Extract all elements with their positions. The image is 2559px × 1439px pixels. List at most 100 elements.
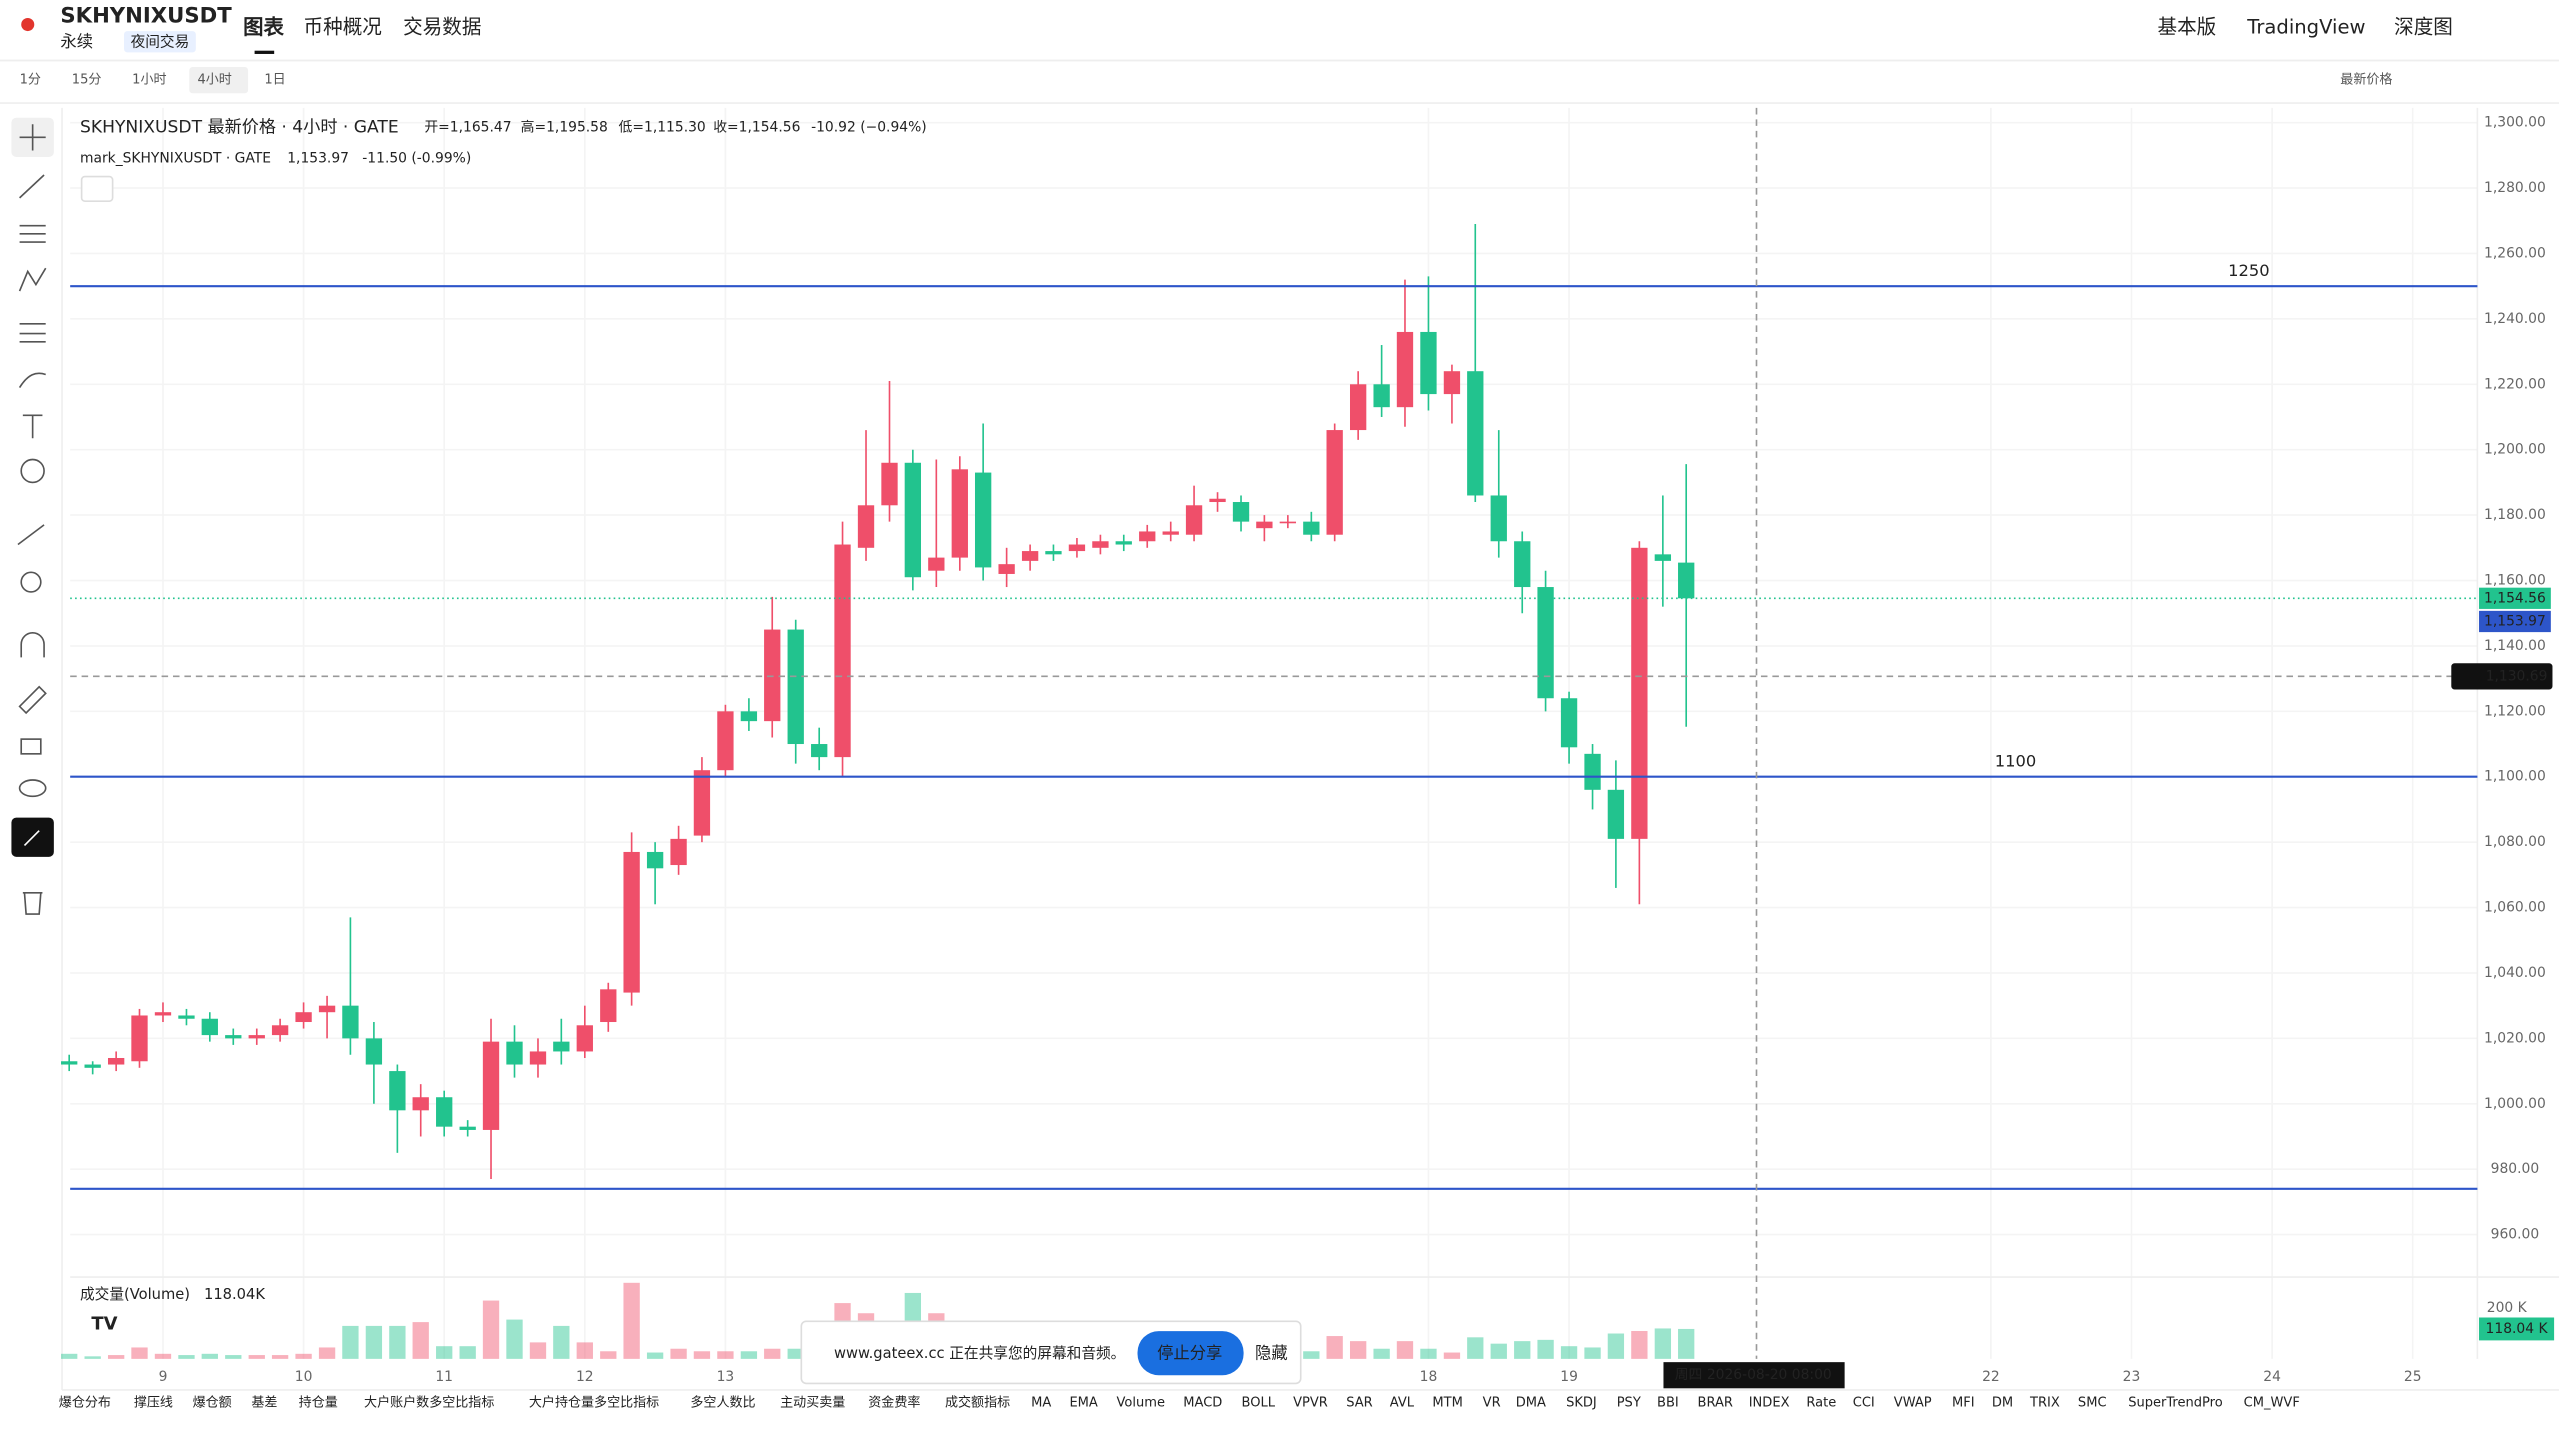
volume-last-label: 118.04 K bbox=[2486, 1321, 2549, 1337]
indicator-tab[interactable]: Volume bbox=[1117, 1396, 1165, 1411]
indicator-tab[interactable]: BBI bbox=[1657, 1396, 1679, 1411]
indicator-tab[interactable]: MFI bbox=[1952, 1396, 1975, 1411]
tool-lock[interactable] bbox=[20, 738, 42, 755]
interval[interactable]: 1日 bbox=[264, 73, 285, 88]
indicator-tab[interactable]: SuperTrendPro bbox=[2128, 1396, 2223, 1411]
crosshair-label: 1,130.69 bbox=[2486, 668, 2548, 684]
indicator-tab[interactable]: BRAR bbox=[1698, 1396, 1733, 1411]
indicator-tab[interactable]: 大户账户数多空比指标 bbox=[364, 1395, 494, 1411]
indicator-tab[interactable]: SAR bbox=[1346, 1396, 1372, 1411]
view-tab[interactable]: 基本版 bbox=[2158, 15, 2217, 38]
volume-bar bbox=[1490, 1343, 1507, 1359]
tool-ruler[interactable] bbox=[17, 524, 45, 546]
tool-magnet[interactable] bbox=[20, 632, 45, 658]
hide-link[interactable]: 隐藏 bbox=[1255, 1343, 1288, 1362]
volume-bar bbox=[1514, 1341, 1531, 1359]
tool-pattern[interactable] bbox=[18, 267, 47, 292]
indicator-tab[interactable]: 爆仓额 bbox=[193, 1396, 232, 1411]
interval[interactable]: 1小时 bbox=[132, 73, 166, 88]
tab[interactable]: 交易数据 bbox=[403, 15, 481, 38]
indicator-tab[interactable]: 大户持仓量多空比指标 bbox=[529, 1395, 659, 1411]
candle-body bbox=[1068, 544, 1086, 552]
y-tick-label: 1,020.00 bbox=[2484, 1030, 2546, 1046]
indicator-tab[interactable]: VPVR bbox=[1293, 1396, 1328, 1411]
legend-low: 低=1,115.30 bbox=[619, 120, 706, 136]
indicator-tab[interactable]: 多空人数比 bbox=[690, 1395, 755, 1411]
volume-bar bbox=[154, 1353, 172, 1359]
tool-emoji[interactable] bbox=[20, 458, 45, 484]
candle-body bbox=[1162, 531, 1179, 535]
indicator-tab[interactable]: Rate bbox=[1806, 1396, 1836, 1411]
volume-title: 成交量(Volume) bbox=[80, 1285, 190, 1303]
candle-body bbox=[857, 505, 875, 548]
volume-bar bbox=[529, 1342, 547, 1359]
volume-bar bbox=[201, 1353, 218, 1359]
tool-trash[interactable] bbox=[22, 892, 43, 915]
candle-body bbox=[1654, 554, 1672, 561]
indicator-tab[interactable]: PSY bbox=[1617, 1396, 1641, 1411]
stop-share-button[interactable] bbox=[1137, 1331, 1244, 1376]
tool-lock-draw[interactable] bbox=[18, 685, 47, 715]
tool-eye[interactable] bbox=[18, 779, 47, 798]
indicator-tab[interactable]: AVL bbox=[1390, 1396, 1415, 1411]
candle-body bbox=[1678, 562, 1695, 599]
interval[interactable]: 1分 bbox=[20, 73, 41, 88]
tool-text[interactable] bbox=[22, 414, 43, 439]
stop-share-label[interactable]: 停止分享 bbox=[1157, 1343, 1222, 1362]
indicator-tab[interactable]: 主动买卖量 bbox=[780, 1396, 845, 1411]
y-tick-label: 1,180.00 bbox=[2484, 507, 2546, 523]
indicator-tab[interactable]: DMA bbox=[1516, 1396, 1546, 1411]
indicator-tab[interactable]: 爆仓分布 bbox=[59, 1396, 111, 1411]
tool-cross[interactable] bbox=[19, 124, 46, 151]
crosshair-x-label: 周四 2026-08-20 08:00 bbox=[1675, 1367, 1832, 1383]
indicator-tab[interactable]: 资金费率 bbox=[868, 1395, 920, 1411]
indicator-tab[interactable]: VR bbox=[1483, 1396, 1501, 1411]
collapse-button[interactable] bbox=[80, 175, 114, 202]
candle-body bbox=[248, 1035, 265, 1039]
tool-zoom[interactable] bbox=[20, 571, 42, 593]
volume-bar bbox=[506, 1319, 523, 1359]
indicator-tab[interactable]: MTM bbox=[1432, 1396, 1462, 1411]
candle-body bbox=[693, 770, 711, 836]
volume-bar bbox=[1537, 1339, 1554, 1359]
indicator-tab[interactable]: 基差 bbox=[251, 1396, 277, 1411]
interval[interactable]: 4小时 bbox=[197, 73, 231, 88]
indicator-tab[interactable]: 持仓量 bbox=[299, 1396, 338, 1411]
symbol[interactable]: SKHYNIXUSDT bbox=[60, 3, 232, 28]
indicator-tab[interactable]: MA bbox=[1031, 1396, 1051, 1411]
tool-brush[interactable] bbox=[18, 372, 46, 388]
price-type[interactable]: 最新价格 bbox=[2340, 72, 2392, 88]
x-tick-label: 18 bbox=[1420, 1369, 1438, 1385]
indicator-tab[interactable]: CCI bbox=[1853, 1396, 1875, 1411]
tv-logo: TV bbox=[91, 1314, 117, 1335]
tool-fib[interactable] bbox=[19, 322, 46, 343]
y-tick-label: 1,000.00 bbox=[2484, 1096, 2546, 1112]
indicator-tab[interactable]: EMA bbox=[1069, 1396, 1097, 1411]
tab[interactable]: 图表 bbox=[243, 15, 284, 39]
indicator-tab[interactable]: CM_WVF bbox=[2244, 1396, 2300, 1411]
volume-bar bbox=[61, 1353, 78, 1359]
indicator-tab[interactable]: SKDJ bbox=[1566, 1396, 1597, 1411]
indicator-tab[interactable]: DM bbox=[1992, 1396, 2013, 1411]
interval[interactable]: 15分 bbox=[72, 73, 102, 88]
volume-bar bbox=[1631, 1330, 1648, 1359]
x-tick-label: 24 bbox=[2263, 1369, 2281, 1385]
indicator-tab[interactable]: VWAP bbox=[1894, 1396, 1932, 1411]
volume-bar bbox=[1420, 1348, 1437, 1359]
indicator-tab[interactable]: SMC bbox=[2078, 1396, 2107, 1411]
view-tab[interactable]: TradingView bbox=[2246, 15, 2365, 38]
tool-line[interactable] bbox=[19, 174, 45, 199]
indicator-tab[interactable]: TRIX bbox=[2029, 1396, 2060, 1411]
indicator-tab[interactable]: BOLL bbox=[1242, 1396, 1276, 1411]
indicator-tab[interactable]: INDEX bbox=[1749, 1396, 1790, 1411]
indicator-tab[interactable]: MACD bbox=[1183, 1396, 1222, 1411]
view-tab[interactable]: 深度图 bbox=[2394, 15, 2453, 38]
y-tick-label: 1,120.00 bbox=[2484, 703, 2546, 719]
indicator-tab[interactable]: 成交额指标 bbox=[945, 1395, 1010, 1411]
tool-parallel[interactable] bbox=[19, 224, 46, 243]
candle-body bbox=[834, 544, 851, 758]
candle-body bbox=[506, 1041, 523, 1065]
indicator-tab[interactable]: 撑压线 bbox=[134, 1396, 173, 1411]
y-tick-label: 1,220.00 bbox=[2484, 376, 2546, 392]
tab[interactable]: 币种概况 bbox=[304, 15, 382, 38]
